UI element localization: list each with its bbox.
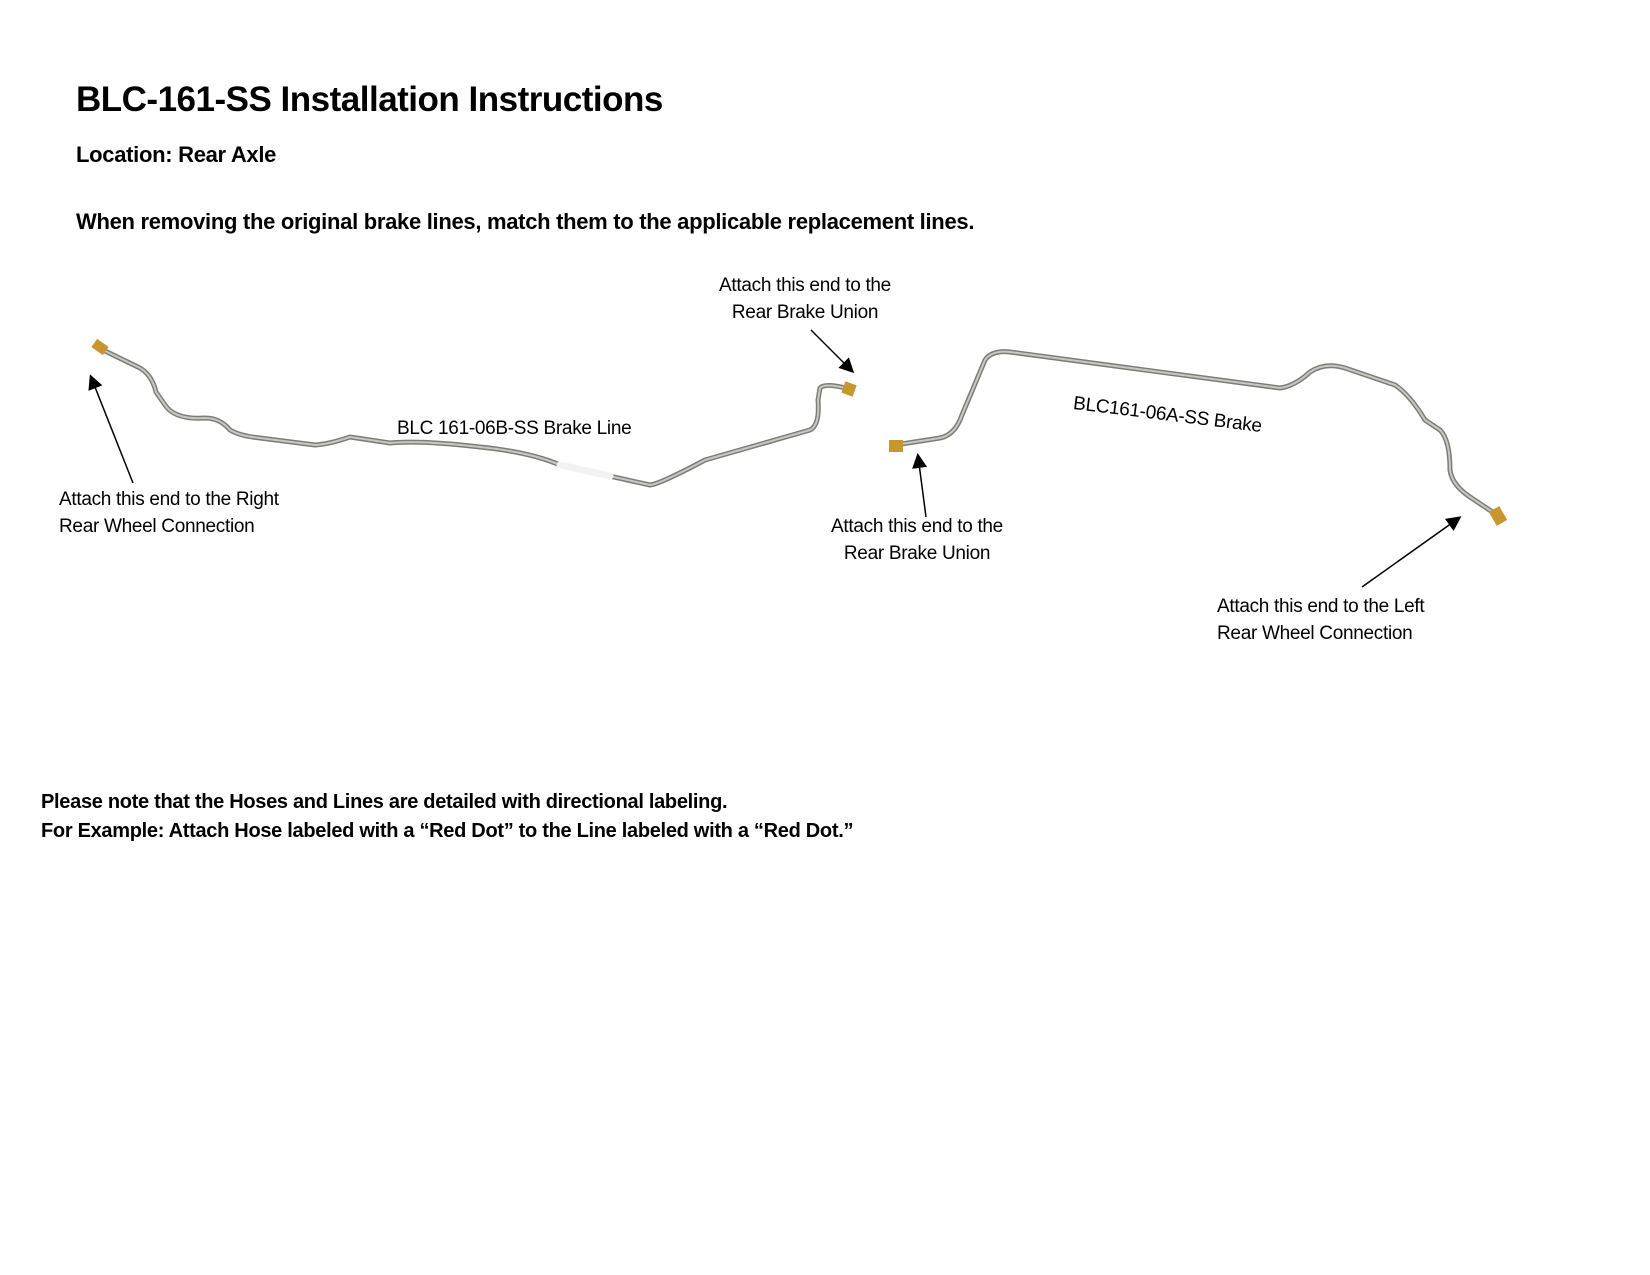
callout-brake-union-a: Attach this end to the Rear Brake Union <box>817 513 1017 567</box>
page-title: BLC-161-SS Installation Instructions <box>76 80 663 119</box>
callout-line: Attach this end to the Right <box>59 489 279 510</box>
note-line: For Example: Attach Hose labeled with a … <box>41 820 854 842</box>
callout-right-wheel: Attach this end to the Right Rear Wheel … <box>59 486 279 540</box>
arrow-icon <box>912 453 927 518</box>
callout-line: Attach this end to the <box>831 516 1003 537</box>
fitting-icon <box>841 381 857 397</box>
callout-line: Attach this end to the Left <box>1217 596 1425 617</box>
brake-line-06b <box>100 347 848 488</box>
instruction-text: When removing the original brake lines, … <box>76 209 975 234</box>
line-b-label: BLC 161-06B-SS Brake Line <box>397 418 632 439</box>
arrow-icon <box>810 329 855 374</box>
arrow-icon <box>1361 516 1462 588</box>
callout-left-wheel: Attach this end to the Left Rear Wheel C… <box>1217 593 1425 647</box>
fitting-icon <box>91 338 109 356</box>
brake-line-06a <box>892 349 1500 518</box>
fitting-icon <box>889 440 903 452</box>
callout-brake-union-b: Attach this end to the Rear Brake Union <box>705 272 905 326</box>
fitting-icon <box>1488 506 1508 526</box>
callout-line: Rear Brake Union <box>843 543 991 564</box>
callout-line: Rear Brake Union <box>731 302 879 323</box>
location-label: Location: Rear Axle <box>76 142 277 167</box>
callout-line: Rear Wheel Connection <box>1217 623 1413 644</box>
callout-line: Rear Wheel Connection <box>59 516 255 537</box>
arrow-icon <box>88 374 134 484</box>
callout-line: Attach this end to the <box>719 275 891 296</box>
note-line: Please note that the Hoses and Lines are… <box>41 791 728 813</box>
brake-lines-diagram <box>88 329 1508 588</box>
